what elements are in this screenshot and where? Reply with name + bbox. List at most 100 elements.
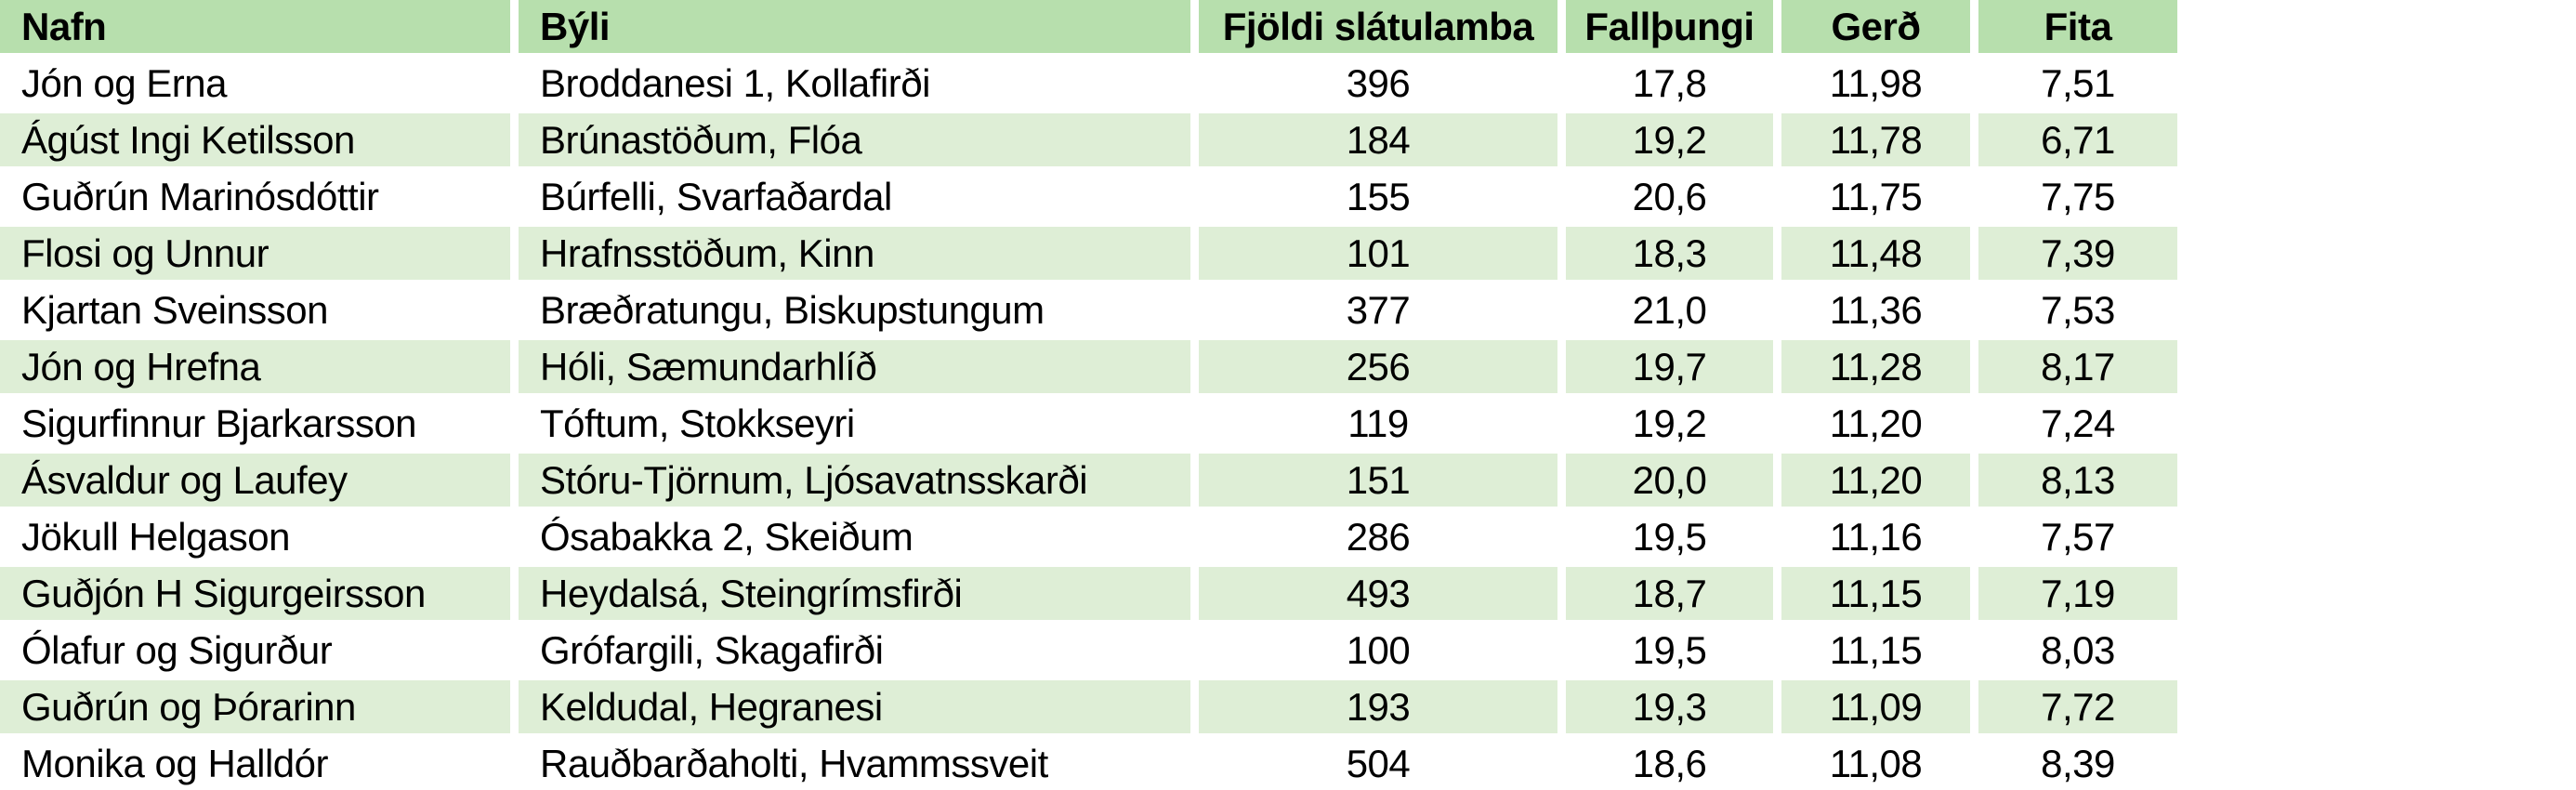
cell-carcass-weight: 19,7 — [1566, 340, 1773, 393]
cell-lamb-count: 286 — [1199, 510, 1557, 563]
table-row: Ágúst Ingi Ketilsson Brúnastöðum, Flóa 184… — [0, 113, 2177, 166]
table-row: Jón og Hrefna Hóli, Sæmundarhlíð 256 19,7 11… — [0, 340, 2177, 393]
cell-carcass-weight: 19,3 — [1566, 680, 1773, 733]
cell-conformation: 11,48 — [1781, 227, 1970, 280]
column-header-nafn: Nafn — [0, 0, 510, 53]
cell-name: Sigurfinnur Bjarkarsson — [0, 397, 510, 450]
cell-lamb-count: 504 — [1199, 737, 1557, 790]
cell-conformation: 11,75 — [1781, 170, 1970, 223]
cell-farm: Tóftum, Stokkseyri — [519, 397, 1190, 450]
cell-conformation: 11,20 — [1781, 397, 1970, 450]
cell-carcass-weight: 18,7 — [1566, 567, 1773, 620]
cell-lamb-count: 100 — [1199, 624, 1557, 677]
cell-lamb-count: 101 — [1199, 227, 1557, 280]
lamb-results-table: Nafn Býli Fjöldi slátulamba Fallþungi Ge… — [0, 0, 2177, 790]
cell-fat: 7,53 — [1978, 283, 2177, 336]
cell-name: Jón og Erna — [0, 57, 510, 110]
table-row: Ólafur og Sigurður Grófargili, Skagafirði… — [0, 624, 2177, 677]
cell-conformation: 11,09 — [1781, 680, 1970, 733]
cell-name: Ólafur og Sigurður — [0, 624, 510, 677]
cell-name: Guðrún og Þórarinn — [0, 680, 510, 733]
cell-name: Jón og Hrefna — [0, 340, 510, 393]
cell-fat: 6,71 — [1978, 113, 2177, 166]
cell-carcass-weight: 19,5 — [1566, 624, 1773, 677]
cell-conformation: 11,78 — [1781, 113, 1970, 166]
cell-carcass-weight: 17,8 — [1566, 57, 1773, 110]
table-header-row: Nafn Býli Fjöldi slátulamba Fallþungi Ge… — [0, 0, 2177, 53]
cell-farm: Búrfelli, Svarfaðardal — [519, 170, 1190, 223]
cell-farm: Stóru-Tjörnum, Ljósavatnsskarði — [519, 454, 1190, 507]
cell-carcass-weight: 18,6 — [1566, 737, 1773, 790]
cell-fat: 8,13 — [1978, 454, 2177, 507]
column-header-fjoldi-slatulamba: Fjöldi slátulamba — [1199, 0, 1557, 53]
column-header-fita: Fita — [1978, 0, 2177, 53]
table-row: Jón og Erna Broddanesi 1, Kollafirði 396 17… — [0, 57, 2177, 110]
cell-conformation: 11,15 — [1781, 624, 1970, 677]
cell-carcass-weight: 19,2 — [1566, 397, 1773, 450]
cell-fat: 7,19 — [1978, 567, 2177, 620]
cell-lamb-count: 119 — [1199, 397, 1557, 450]
cell-name: Guðrún Marinósdóttir — [0, 170, 510, 223]
cell-name: Guðjón H Sigurgeirsson — [0, 567, 510, 620]
cell-fat: 7,72 — [1978, 680, 2177, 733]
cell-lamb-count: 377 — [1199, 283, 1557, 336]
cell-carcass-weight: 19,5 — [1566, 510, 1773, 563]
table-row: Guðrún og Þórarinn Keldudal, Hegranesi 193… — [0, 680, 2177, 733]
cell-carcass-weight: 18,3 — [1566, 227, 1773, 280]
cell-farm: Grófargili, Skagafirði — [519, 624, 1190, 677]
cell-name: Monika og Halldór — [0, 737, 510, 790]
cell-carcass-weight: 20,0 — [1566, 454, 1773, 507]
cell-name: Jökull Helgason — [0, 510, 510, 563]
cell-conformation: 11,16 — [1781, 510, 1970, 563]
cell-name: Ásvaldur og Laufey — [0, 454, 510, 507]
cell-conformation: 11,28 — [1781, 340, 1970, 393]
table-body: Jón og Erna Broddanesi 1, Kollafirði 396 17… — [0, 57, 2177, 790]
column-header-gerd: Gerð — [1781, 0, 1970, 53]
cell-name: Ágúst Ingi Ketilsson — [0, 113, 510, 166]
cell-lamb-count: 155 — [1199, 170, 1557, 223]
column-header-byli: Býli — [519, 0, 1190, 53]
table-row: Guðjón H Sigurgeirsson Heydalsá, Steingrí… — [0, 567, 2177, 620]
cell-farm: Keldudal, Hegranesi — [519, 680, 1190, 733]
cell-name: Kjartan Sveinsson — [0, 283, 510, 336]
cell-conformation: 11,98 — [1781, 57, 1970, 110]
table-row: Sigurfinnur Bjarkarsson Tóftum, Stokkseyr… — [0, 397, 2177, 450]
cell-lamb-count: 193 — [1199, 680, 1557, 733]
cell-name: Flosi og Unnur — [0, 227, 510, 280]
cell-conformation: 11,36 — [1781, 283, 1970, 336]
cell-farm: Hrafnsstöðum, Kinn — [519, 227, 1190, 280]
cell-conformation: 11,15 — [1781, 567, 1970, 620]
table-row: Ásvaldur og Laufey Stóru-Tjörnum, Ljósava… — [0, 454, 2177, 507]
cell-farm: Broddanesi 1, Kollafirði — [519, 57, 1190, 110]
cell-lamb-count: 184 — [1199, 113, 1557, 166]
cell-carcass-weight: 19,2 — [1566, 113, 1773, 166]
table-row: Flosi og Unnur Hrafnsstöðum, Kinn 101 18,3 1… — [0, 227, 2177, 280]
cell-fat: 8,17 — [1978, 340, 2177, 393]
table-row: Monika og Halldór Rauðbarðaholti, Hvammss… — [0, 737, 2177, 790]
column-header-fallthungi: Fallþungi — [1566, 0, 1773, 53]
cell-farm: Ósabakka 2, Skeiðum — [519, 510, 1190, 563]
cell-lamb-count: 493 — [1199, 567, 1557, 620]
cell-fat: 7,75 — [1978, 170, 2177, 223]
cell-lamb-count: 256 — [1199, 340, 1557, 393]
cell-farm: Rauðbarðaholti, Hvammssveit — [519, 737, 1190, 790]
table-row: Kjartan Sveinsson Bræðratungu, Biskupstun… — [0, 283, 2177, 336]
cell-carcass-weight: 21,0 — [1566, 283, 1773, 336]
cell-carcass-weight: 20,6 — [1566, 170, 1773, 223]
cell-fat: 7,39 — [1978, 227, 2177, 280]
cell-fat: 7,24 — [1978, 397, 2177, 450]
cell-lamb-count: 151 — [1199, 454, 1557, 507]
cell-conformation: 11,08 — [1781, 737, 1970, 790]
table-row: Jökull Helgason Ósabakka 2, Skeiðum 286 19,… — [0, 510, 2177, 563]
cell-farm: Bræðratungu, Biskupstungum — [519, 283, 1190, 336]
cell-farm: Heydalsá, Steingrímsfirði — [519, 567, 1190, 620]
cell-lamb-count: 396 — [1199, 57, 1557, 110]
cell-conformation: 11,20 — [1781, 454, 1970, 507]
cell-fat: 8,39 — [1978, 737, 2177, 790]
cell-farm: Brúnastöðum, Flóa — [519, 113, 1190, 166]
cell-fat: 7,51 — [1978, 57, 2177, 110]
cell-fat: 7,57 — [1978, 510, 2177, 563]
table-row: Guðrún Marinósdóttir Búrfelli, Svarfaðard… — [0, 170, 2177, 223]
cell-fat: 8,03 — [1978, 624, 2177, 677]
cell-farm: Hóli, Sæmundarhlíð — [519, 340, 1190, 393]
